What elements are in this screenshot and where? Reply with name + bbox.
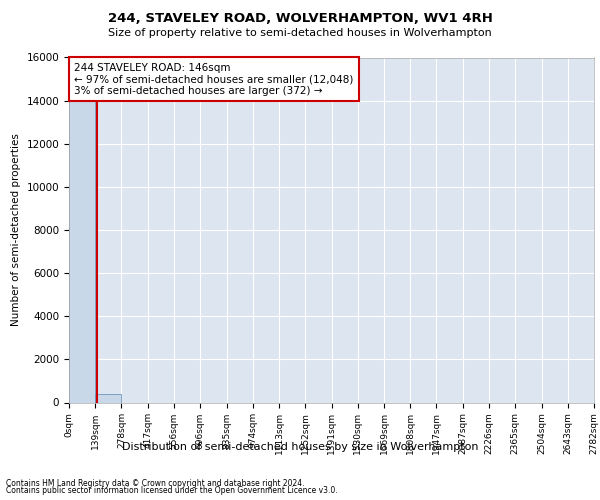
Text: Size of property relative to semi-detached houses in Wolverhampton: Size of property relative to semi-detach… — [108, 28, 492, 38]
Text: 244 STAVELEY ROAD: 146sqm
← 97% of semi-detached houses are smaller (12,048)
3% : 244 STAVELEY ROAD: 146sqm ← 97% of semi-… — [74, 62, 353, 96]
Text: Distribution of semi-detached houses by size in Wolverhampton: Distribution of semi-detached houses by … — [122, 442, 478, 452]
Bar — [69, 74, 95, 402]
Text: Contains public sector information licensed under the Open Government Licence v3: Contains public sector information licen… — [6, 486, 338, 495]
Text: 244, STAVELEY ROAD, WOLVERHAMPTON, WV1 4RH: 244, STAVELEY ROAD, WOLVERHAMPTON, WV1 4… — [107, 12, 493, 26]
Y-axis label: Number of semi-detached properties: Number of semi-detached properties — [11, 134, 21, 326]
Text: Contains HM Land Registry data © Crown copyright and database right 2024.: Contains HM Land Registry data © Crown c… — [6, 478, 305, 488]
Bar — [95, 394, 121, 402]
